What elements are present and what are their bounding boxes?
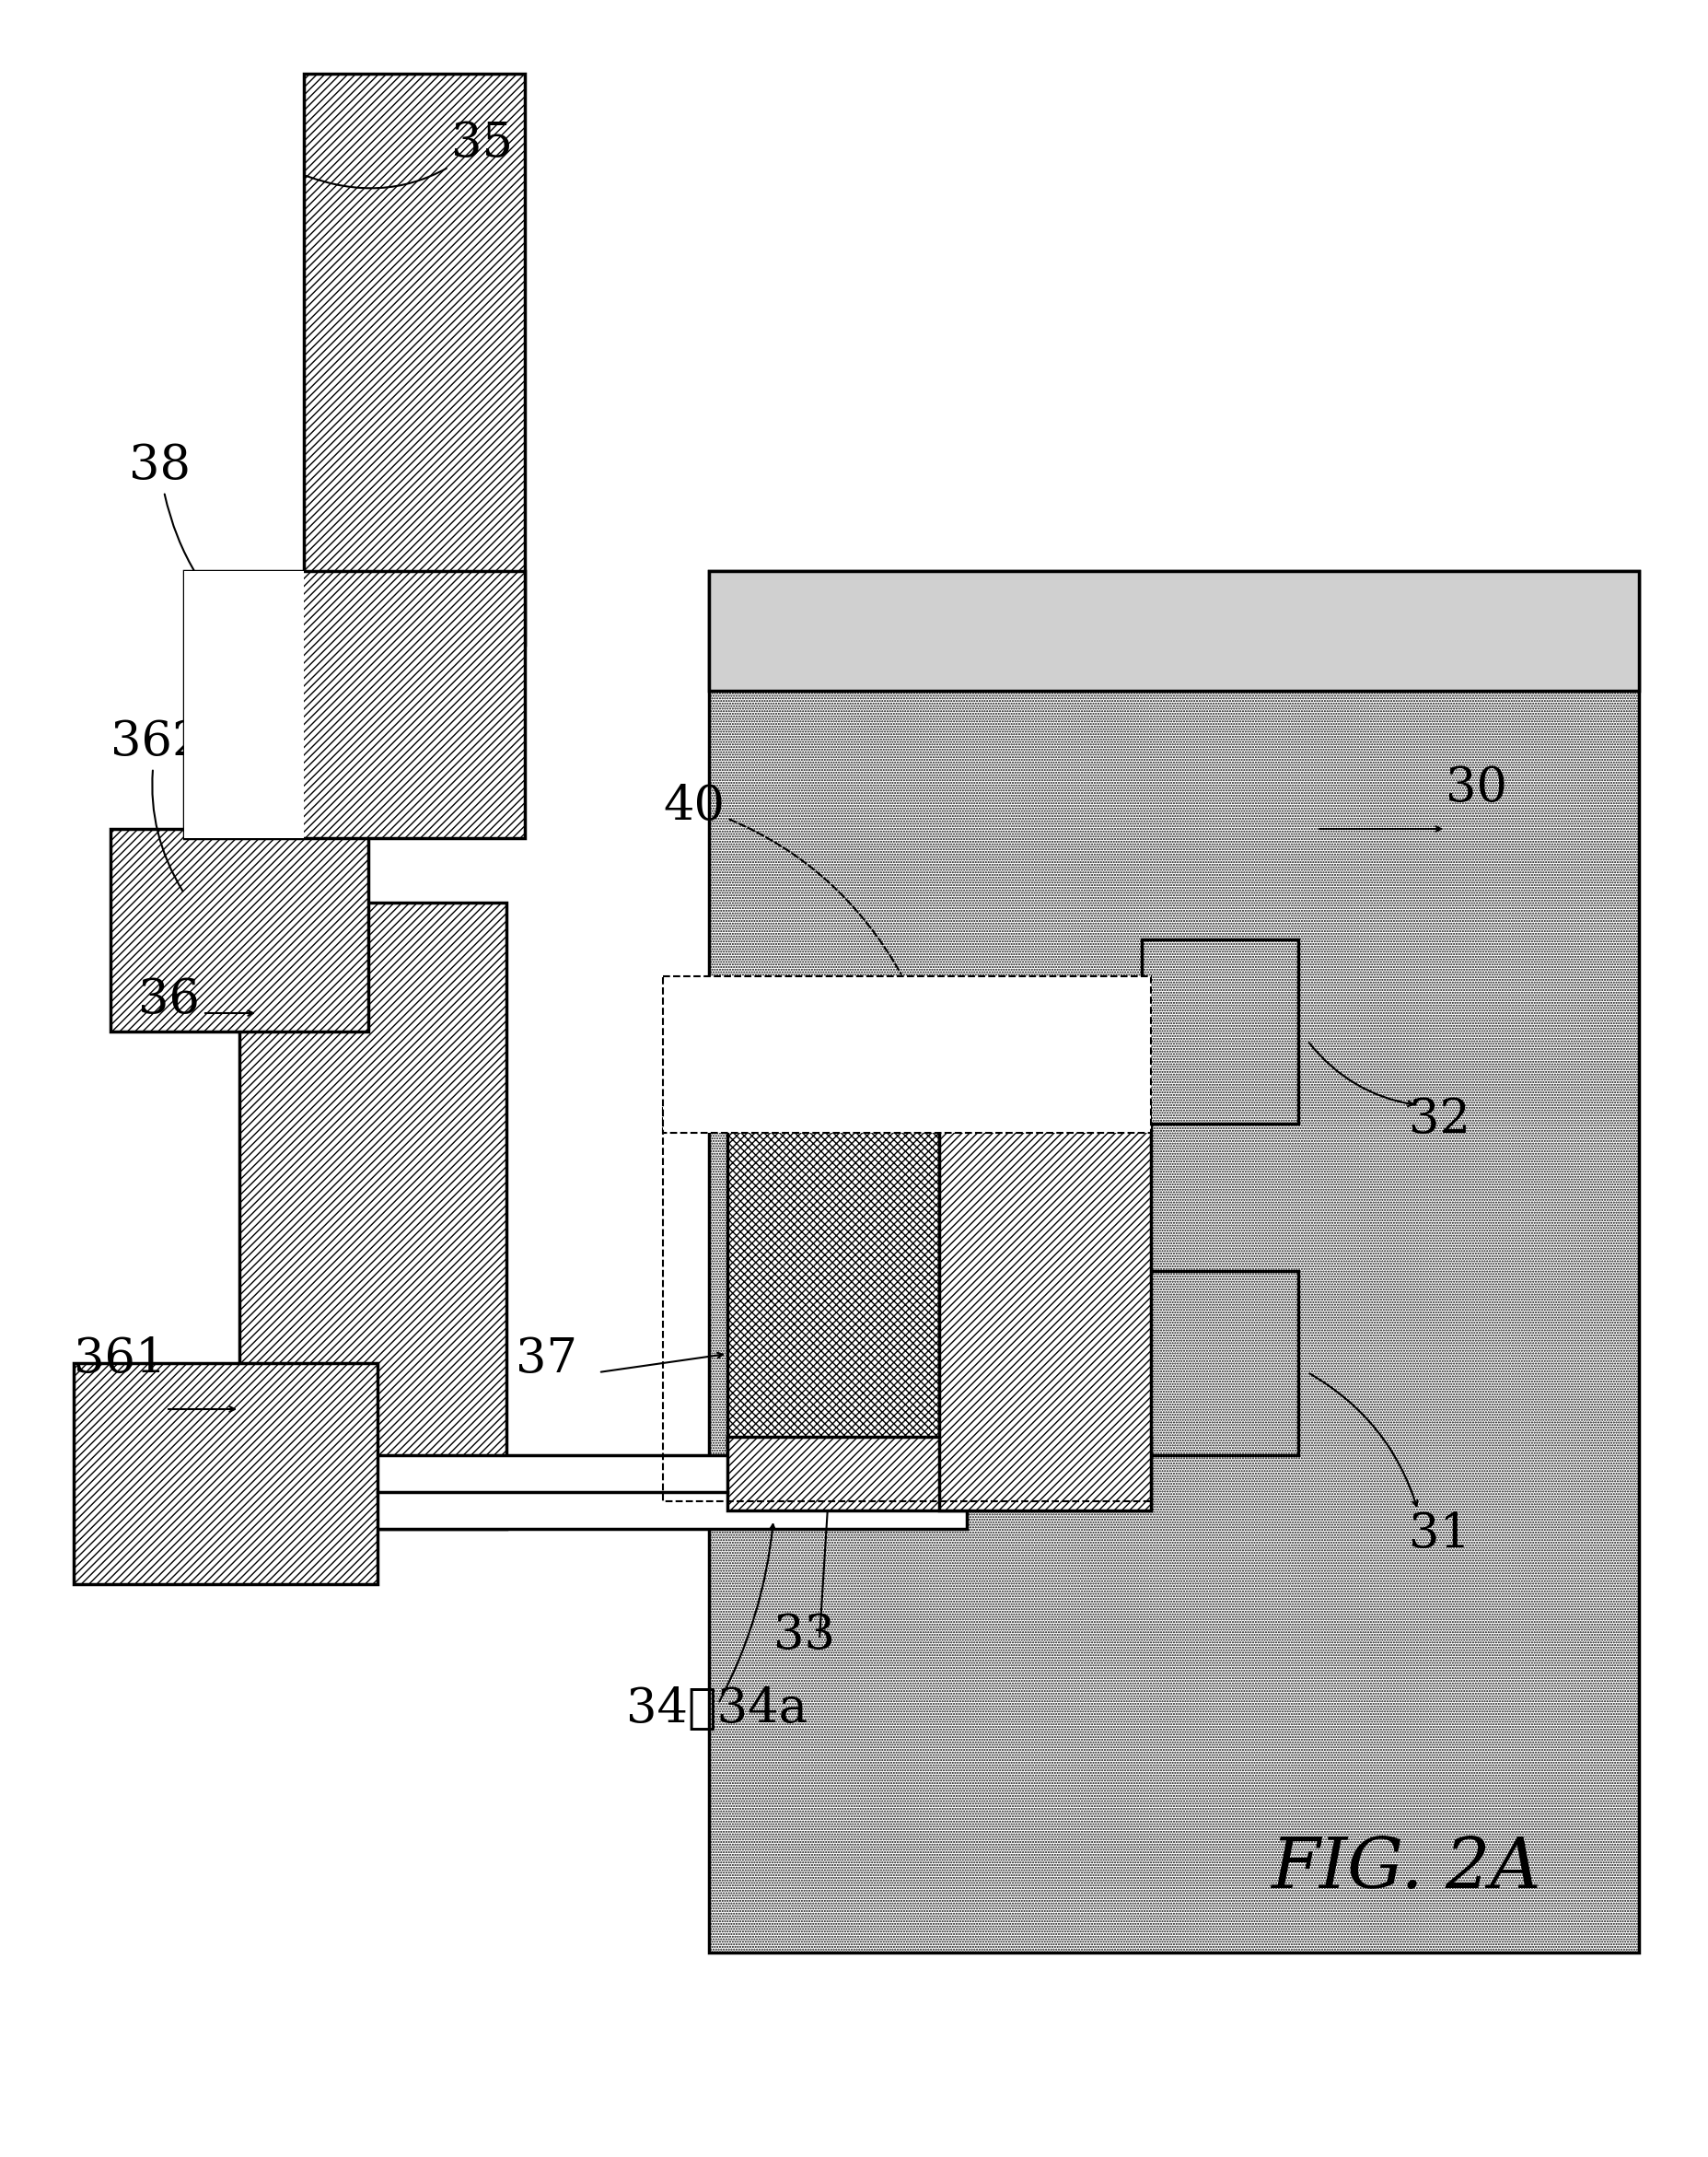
Bar (184, 572, 304, 839)
Text: 362: 362 (111, 718, 203, 891)
Bar (663, 1104, 1151, 1501)
Bar (239, 1456, 967, 1529)
Bar (1141, 940, 1298, 1124)
Text: 32: 32 (1409, 1096, 1471, 1143)
Bar (111, 828, 369, 1031)
Text: 40: 40 (663, 783, 902, 975)
Text: 34、34a: 34、34a (627, 1685, 808, 1732)
Text: 38: 38 (128, 442, 256, 643)
Bar (239, 902, 506, 1529)
Bar (709, 572, 1640, 1952)
Text: 37: 37 (516, 1335, 577, 1383)
Bar (304, 73, 524, 645)
Bar (73, 1363, 377, 1583)
Bar (1141, 1270, 1298, 1456)
Text: 33: 33 (774, 1611, 835, 1659)
Bar (728, 1124, 939, 1445)
Bar (728, 1437, 1141, 1482)
Text: 36: 36 (138, 977, 200, 1022)
Bar (939, 1124, 1151, 1510)
Bar (663, 977, 1151, 1132)
Text: 31: 31 (1409, 1510, 1471, 1557)
Bar (709, 572, 1640, 690)
Bar (184, 572, 524, 839)
Text: 361: 361 (73, 1335, 166, 1383)
Text: 35: 35 (306, 121, 512, 188)
Text: 30: 30 (1445, 764, 1506, 811)
Text: FIG. 2A: FIG. 2A (1271, 1836, 1541, 1902)
Bar (728, 1437, 1151, 1510)
